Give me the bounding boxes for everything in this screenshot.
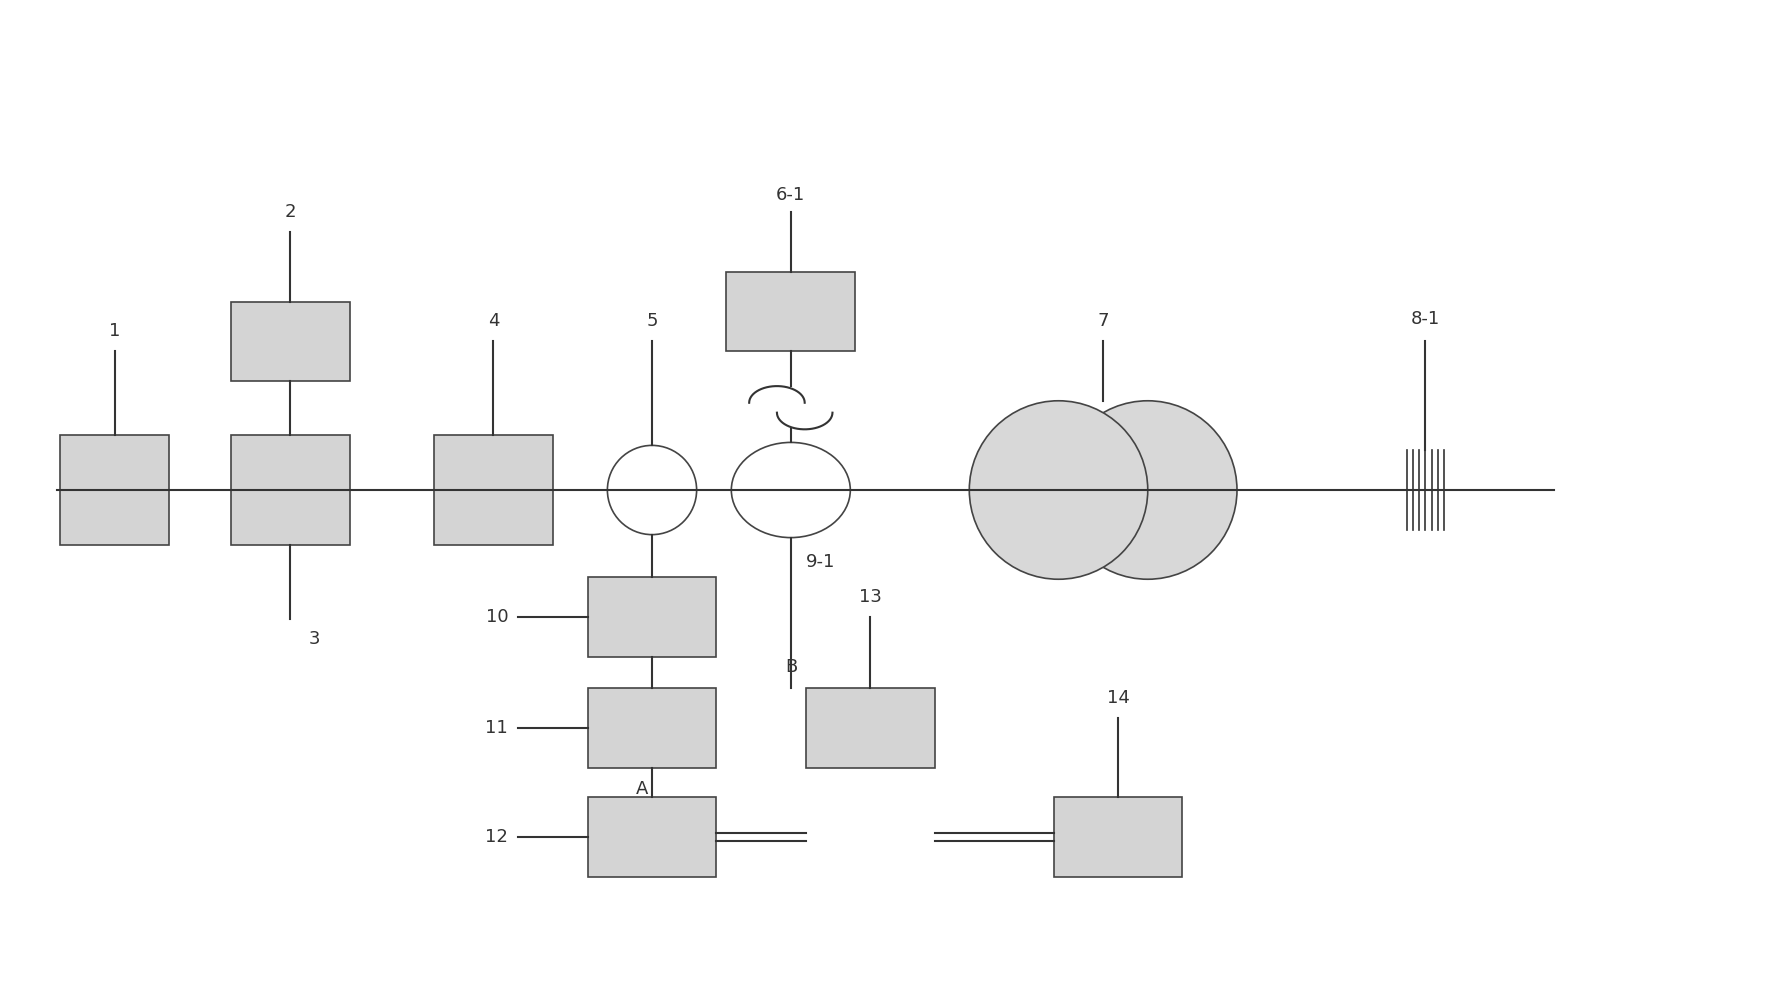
Text: 6-1: 6-1: [777, 186, 805, 203]
FancyBboxPatch shape: [1053, 797, 1183, 877]
Text: 9-1: 9-1: [805, 554, 835, 572]
Text: 11: 11: [486, 719, 509, 736]
Text: 5: 5: [645, 312, 658, 331]
Text: 4: 4: [488, 312, 500, 331]
Text: A: A: [637, 780, 649, 797]
FancyBboxPatch shape: [587, 688, 716, 768]
Text: 8-1: 8-1: [1411, 310, 1440, 328]
Text: 14: 14: [1106, 689, 1129, 707]
Circle shape: [1058, 401, 1238, 579]
FancyBboxPatch shape: [60, 435, 168, 545]
Text: 2: 2: [284, 203, 296, 221]
Text: 1: 1: [108, 322, 121, 341]
Text: 12: 12: [486, 828, 509, 846]
FancyBboxPatch shape: [587, 797, 716, 877]
Text: 13: 13: [858, 588, 881, 606]
Text: 10: 10: [486, 608, 509, 626]
Circle shape: [970, 401, 1147, 579]
Text: 7: 7: [1097, 312, 1108, 331]
FancyBboxPatch shape: [230, 435, 349, 545]
FancyBboxPatch shape: [587, 577, 716, 657]
FancyBboxPatch shape: [805, 688, 934, 768]
Text: B: B: [785, 658, 798, 677]
Text: 3: 3: [309, 629, 321, 648]
FancyBboxPatch shape: [230, 301, 349, 381]
FancyBboxPatch shape: [434, 435, 553, 545]
FancyBboxPatch shape: [727, 272, 855, 352]
